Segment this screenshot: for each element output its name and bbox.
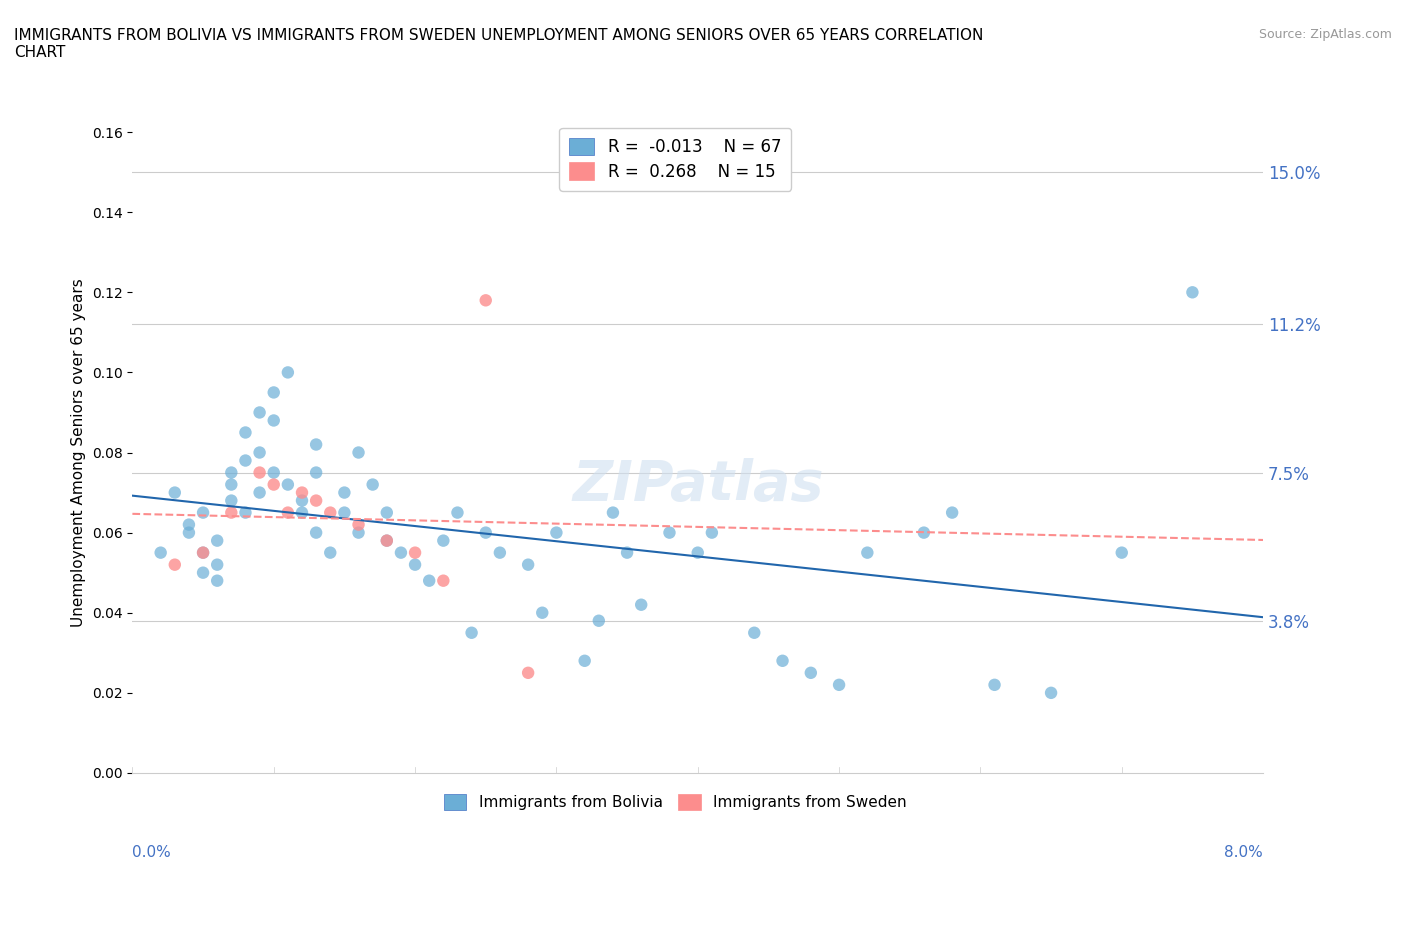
- Point: [291, 505, 314, 520]
- Point: [249, 405, 271, 420]
- Point: [375, 533, 398, 548]
- Point: [291, 485, 314, 500]
- Text: IMMIGRANTS FROM BOLIVIA VS IMMIGRANTS FROM SWEDEN UNEMPLOYMENT AMONG SENIORS OVE: IMMIGRANTS FROM BOLIVIA VS IMMIGRANTS FR…: [14, 28, 983, 60]
- Point: [205, 533, 228, 548]
- Point: [630, 597, 652, 612]
- Point: [249, 445, 271, 460]
- Point: [249, 465, 271, 480]
- Point: [347, 445, 370, 460]
- Point: [432, 533, 454, 548]
- Point: [489, 545, 512, 560]
- Point: [305, 465, 328, 480]
- Point: [191, 545, 214, 560]
- Point: [517, 557, 540, 572]
- Point: [546, 525, 568, 540]
- Point: [800, 665, 823, 680]
- Point: [517, 665, 540, 680]
- Point: [742, 625, 765, 640]
- Point: [404, 545, 426, 560]
- Point: [474, 293, 496, 308]
- Point: [446, 505, 468, 520]
- Text: Source: ZipAtlas.com: Source: ZipAtlas.com: [1258, 28, 1392, 41]
- Point: [221, 505, 243, 520]
- Point: [305, 493, 328, 508]
- Point: [389, 545, 412, 560]
- Point: [277, 505, 299, 520]
- Point: [772, 654, 794, 669]
- Point: [277, 477, 299, 492]
- Point: [460, 625, 482, 640]
- Point: [686, 545, 709, 560]
- Point: [616, 545, 638, 560]
- Point: [531, 605, 554, 620]
- Point: [163, 485, 186, 500]
- Point: [263, 465, 285, 480]
- Point: [191, 565, 214, 580]
- Point: [347, 517, 370, 532]
- Point: [191, 505, 214, 520]
- Point: [235, 453, 257, 468]
- Point: [1181, 285, 1204, 299]
- Point: [177, 525, 200, 540]
- Point: [191, 545, 214, 560]
- Point: [263, 413, 285, 428]
- Point: [149, 545, 172, 560]
- Point: [983, 677, 1005, 692]
- Point: [700, 525, 723, 540]
- Y-axis label: Unemployment Among Seniors over 65 years: Unemployment Among Seniors over 65 years: [72, 278, 86, 627]
- Point: [1111, 545, 1133, 560]
- Point: [221, 493, 243, 508]
- Point: [375, 505, 398, 520]
- Point: [291, 493, 314, 508]
- Point: [319, 505, 342, 520]
- Point: [333, 485, 356, 500]
- Point: [828, 677, 851, 692]
- Legend: Immigrants from Bolivia, Immigrants from Sweden: Immigrants from Bolivia, Immigrants from…: [437, 789, 912, 817]
- Point: [333, 505, 356, 520]
- Point: [221, 477, 243, 492]
- Point: [361, 477, 384, 492]
- Point: [319, 545, 342, 560]
- Point: [474, 525, 496, 540]
- Point: [404, 557, 426, 572]
- Text: 0.0%: 0.0%: [132, 845, 172, 860]
- Point: [347, 525, 370, 540]
- Point: [588, 613, 610, 628]
- Point: [221, 465, 243, 480]
- Point: [658, 525, 681, 540]
- Point: [263, 385, 285, 400]
- Point: [205, 557, 228, 572]
- Point: [235, 505, 257, 520]
- Point: [912, 525, 935, 540]
- Point: [305, 437, 328, 452]
- Point: [277, 365, 299, 379]
- Point: [418, 573, 440, 588]
- Point: [263, 477, 285, 492]
- Point: [305, 525, 328, 540]
- Point: [163, 557, 186, 572]
- Point: [177, 517, 200, 532]
- Point: [602, 505, 624, 520]
- Text: ZIPatlas: ZIPatlas: [572, 458, 824, 512]
- Text: 8.0%: 8.0%: [1225, 845, 1263, 860]
- Point: [432, 573, 454, 588]
- Point: [249, 485, 271, 500]
- Point: [856, 545, 879, 560]
- Point: [574, 654, 596, 669]
- Point: [235, 425, 257, 440]
- Point: [941, 505, 963, 520]
- Point: [1040, 685, 1063, 700]
- Point: [205, 573, 228, 588]
- Point: [375, 533, 398, 548]
